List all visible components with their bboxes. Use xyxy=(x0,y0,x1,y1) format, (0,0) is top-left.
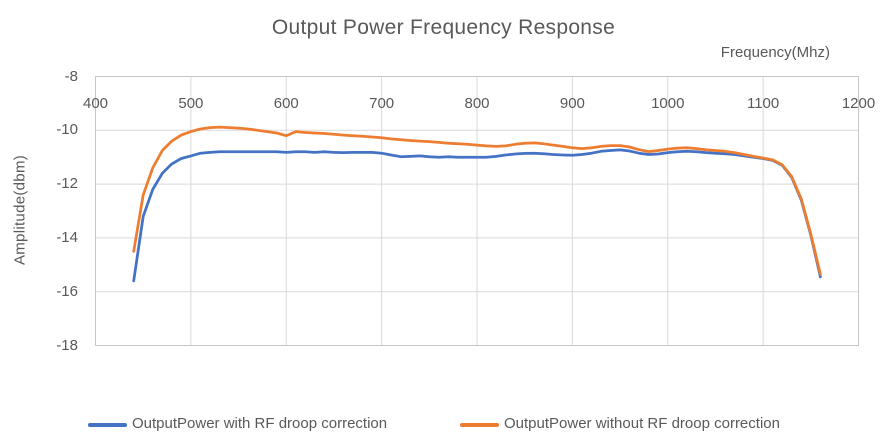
x-tick-label: 400 xyxy=(82,95,109,112)
chart-title: Output Power Frequency Response xyxy=(271,16,616,39)
legend-label-without-correction: OutputPower without RF droop correction xyxy=(504,415,780,432)
x-tick-label: 500 xyxy=(178,95,204,112)
legend-label-with-correction: OutputPower with RF droop correction xyxy=(132,415,388,432)
y-axis-title: Amplitude(dbm) xyxy=(11,154,29,266)
y-tick-label: -8 xyxy=(64,67,78,85)
x-tick-label: 800 xyxy=(464,95,490,112)
x-tick-label: 1100 xyxy=(746,95,780,112)
x-tick-label: 900 xyxy=(559,95,585,112)
plot-border xyxy=(95,76,859,346)
legend-swatch-without-correction xyxy=(460,423,499,427)
legend-swatch-with-correction xyxy=(88,423,127,427)
x-tick-label: 1200 xyxy=(841,95,876,112)
y-tick-label: -12 xyxy=(56,175,78,193)
series-line-0 xyxy=(132,148,822,283)
x-tick-label: 600 xyxy=(273,95,299,112)
series-line-1 xyxy=(132,125,822,276)
y-tick-label: -16 xyxy=(56,282,78,300)
x-tick-label: 700 xyxy=(369,95,395,112)
y-tick-label: -14 xyxy=(56,228,78,246)
x-axis-title: Frequency(Mhz) xyxy=(720,44,830,61)
y-tick-label: -10 xyxy=(56,121,78,139)
y-tick-label: -18 xyxy=(56,336,78,354)
x-tick-label: 1000 xyxy=(651,95,685,112)
